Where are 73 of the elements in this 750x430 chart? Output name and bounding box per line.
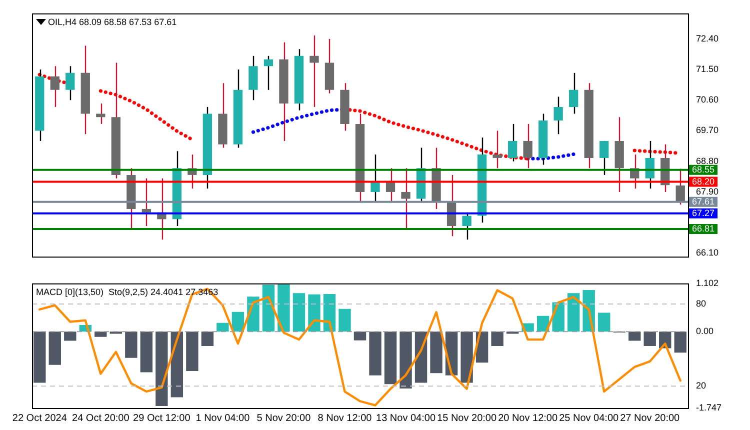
candlestick: [248, 55, 258, 101]
candlestick: [676, 168, 685, 206]
candlestick: [600, 140, 609, 176]
candlestick: [508, 123, 518, 162]
bar: [644, 332, 656, 346]
bar: [430, 332, 442, 374]
candlestick: [264, 55, 274, 91]
y-tick-label: 68.80: [696, 156, 719, 166]
bar: [598, 312, 610, 332]
candlestick: [554, 96, 563, 135]
x-tick-label: 5 Nov 20:00: [256, 412, 312, 424]
bar: [628, 332, 641, 341]
ref-line-label: 67.61: [692, 196, 715, 206]
candlestick: [462, 212, 472, 240]
bar: [278, 283, 290, 332]
chart-title: OIL,H4 68.09 68.58 67.53 67.61: [48, 16, 177, 27]
bar: [48, 332, 61, 365]
bar: [216, 322, 229, 332]
bar: [186, 332, 198, 371]
y-tick-label: 70.60: [696, 94, 719, 105]
bar: [338, 308, 351, 332]
ref-line-label: 67.27: [692, 208, 715, 218]
bar: [460, 332, 473, 383]
candlestick: [370, 154, 380, 203]
y-tick-label: -1.747: [696, 402, 722, 412]
x-tick-label: 24 Oct 20:00: [72, 412, 130, 424]
y-tick-label: 67.90: [696, 186, 719, 196]
x-tick-label: 15 Nov 20:00: [437, 412, 497, 424]
bar: [140, 332, 153, 372]
bar: [491, 332, 504, 346]
bar: [384, 332, 397, 384]
bar: [674, 332, 686, 353]
bar: [400, 332, 412, 388]
y2-tick-label: 20: [696, 380, 706, 391]
candlestick: [66, 66, 75, 101]
ref-line-label: 66.81: [692, 224, 715, 234]
candlestick: [492, 130, 502, 169]
x-tick-label: 1 Nov 04:00: [196, 412, 250, 424]
y-tick-label: 66.10: [696, 248, 719, 258]
y-tick-label: 1.102: [696, 278, 719, 288]
bar: [64, 332, 76, 341]
bar: [94, 332, 107, 337]
bar: [156, 332, 168, 406]
y-tick-label: 72.40: [696, 33, 719, 44]
bar: [232, 312, 244, 332]
bar: [567, 293, 580, 332]
bar: [308, 294, 320, 332]
y-tick-label: 0.00: [696, 326, 714, 336]
x-tick-label: 25 Nov 04:00: [559, 412, 620, 424]
x-tick-label: 22 Oct 2024: [12, 412, 68, 424]
y-tick-label: 69.70: [696, 125, 719, 136]
candlestick: [569, 72, 578, 114]
candlestick: [310, 34, 319, 108]
bar: [292, 293, 306, 332]
x-tick-label: 20 Nov 12:00: [498, 412, 558, 424]
bar: [34, 332, 46, 383]
ref-line-label: 68.20: [692, 176, 715, 186]
ref-line-label: 68.55: [692, 164, 715, 174]
y2-tick-label: 80: [696, 298, 706, 308]
candlestick: [523, 123, 532, 169]
x-tick-label: 27 Nov 20:00: [620, 412, 680, 424]
bar: [369, 332, 382, 376]
candlestick: [96, 102, 106, 125]
bar: [354, 332, 366, 340]
bar: [125, 332, 138, 358]
candlestick: [142, 178, 151, 227]
candlestick: [50, 66, 60, 108]
y-tick-label: 71.50: [696, 64, 719, 74]
x-tick-label: 13 Nov 04:00: [376, 412, 436, 424]
bar: [201, 332, 214, 346]
x-tick-label: 8 Nov 12:00: [318, 412, 372, 424]
candlestick: [401, 168, 410, 230]
x-tick-label: 29 Oct 12:00: [133, 412, 191, 424]
